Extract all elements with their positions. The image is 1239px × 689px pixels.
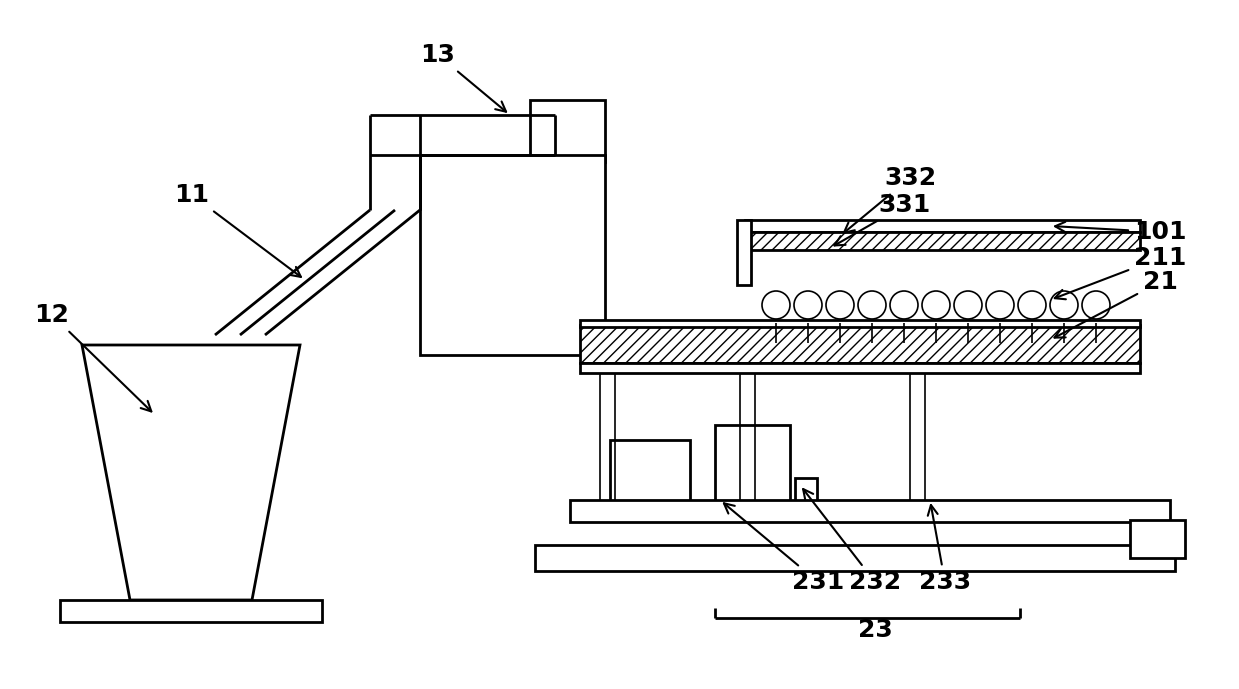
- Text: 233: 233: [919, 505, 971, 594]
- Text: 11: 11: [175, 183, 301, 277]
- Bar: [580, 325, 1140, 363]
- Bar: [745, 220, 1140, 232]
- Bar: [715, 425, 790, 515]
- Text: 211: 211: [1054, 246, 1186, 299]
- Bar: [59, 600, 322, 622]
- Bar: [610, 440, 690, 515]
- Bar: [580, 363, 1140, 373]
- Bar: [570, 500, 1170, 522]
- Bar: [535, 545, 1175, 571]
- Text: 331: 331: [834, 193, 932, 245]
- Text: 23: 23: [857, 618, 892, 642]
- Text: 21: 21: [1054, 270, 1177, 338]
- Bar: [795, 478, 817, 513]
- Polygon shape: [82, 345, 300, 600]
- Bar: [1130, 520, 1184, 558]
- Text: 101: 101: [1056, 220, 1186, 244]
- Text: 12: 12: [35, 303, 151, 411]
- Bar: [530, 100, 605, 162]
- Text: 332: 332: [844, 166, 935, 233]
- Text: 231: 231: [724, 503, 844, 594]
- Bar: [580, 320, 1140, 327]
- Text: 232: 232: [803, 489, 901, 594]
- Text: 13: 13: [420, 43, 506, 112]
- Bar: [420, 155, 605, 355]
- Bar: [745, 232, 1140, 250]
- Bar: [737, 220, 751, 285]
